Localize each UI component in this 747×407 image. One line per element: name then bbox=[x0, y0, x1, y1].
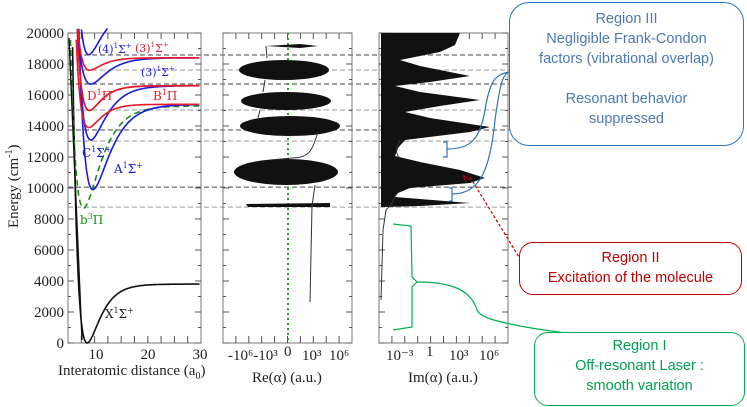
y-tick-label: 6000 bbox=[34, 243, 64, 259]
potential-curves bbox=[69, 28, 200, 344]
potential-curve bbox=[71, 47, 200, 344]
y-tick-label: 14000 bbox=[27, 119, 65, 135]
y-tick-label: 2000 bbox=[34, 305, 64, 321]
imag-polarizability-curve bbox=[380, 139, 401, 301]
region2-callout: Region II Excitation of the molecule bbox=[519, 242, 742, 295]
x-tick-label: 20 bbox=[141, 347, 156, 363]
y-tick-label: 10000 bbox=[27, 181, 65, 197]
state-label-c: C1Σ+ bbox=[82, 145, 111, 160]
re-tick-pos6: 10⁶ bbox=[329, 348, 349, 364]
potential-curve bbox=[75, 39, 200, 129]
y-tick-label: 20000 bbox=[27, 26, 65, 42]
y-tick-labels: 0 2000 4000 6000 8000 10000 12000 14000 16000 180… bbox=[27, 26, 65, 352]
x-axis-label-re: Re(α) (a.u.) bbox=[252, 370, 322, 386]
im-tick-6: 10⁶ bbox=[479, 348, 499, 364]
region2-arrowhead bbox=[462, 174, 471, 183]
region1-line1: Off-resonant Laser : bbox=[575, 358, 704, 374]
state-label-a: A1Σ+ bbox=[113, 161, 143, 176]
x-axis-label-distance: Interatomic distance (a0) bbox=[58, 363, 205, 382]
region3-line1: Negligible Frank-Condon bbox=[546, 31, 707, 47]
y-tick-label: 8000 bbox=[34, 212, 64, 228]
re-tick-negative-labels: -10⁶-10³ bbox=[228, 348, 278, 364]
state-label-4sigma: (4)1Σ+ bbox=[98, 42, 132, 56]
panel-potential-ticks bbox=[68, 32, 201, 344]
potential-curve bbox=[77, 29, 200, 71]
region2-line1: Excitation of the molecule bbox=[547, 270, 714, 286]
state-label-d: D1Π bbox=[87, 88, 112, 103]
potential-curve bbox=[80, 28, 109, 56]
region3-line3: Resonant behavior bbox=[565, 91, 688, 107]
x-tick-labels: 10 20 30 bbox=[89, 347, 208, 363]
region1-connectors bbox=[392, 223, 576, 335]
y-tick-label: 18000 bbox=[27, 57, 65, 73]
region2-pointer bbox=[469, 176, 523, 263]
region2-title: Region II bbox=[601, 250, 660, 266]
x-tick-label: 30 bbox=[193, 347, 208, 363]
state-label-b3pi: b3Π bbox=[80, 212, 103, 227]
region3-title: Region III bbox=[595, 11, 658, 27]
potential-curve bbox=[69, 39, 200, 210]
y-tick-label: 0 bbox=[57, 336, 65, 352]
potential-curve bbox=[76, 28, 200, 112]
x-tick-label: 10 bbox=[89, 347, 104, 363]
y-axis-label-energy: Energy (cm-1) bbox=[4, 145, 22, 228]
region1-line2: smooth variation bbox=[586, 378, 693, 394]
region1-callout: Region I Off-resonant Laser : smooth var… bbox=[534, 332, 745, 406]
re-tick-pos3: 10³ bbox=[302, 348, 322, 364]
region1-title: Region I bbox=[612, 338, 667, 354]
y-tick-label: 4000 bbox=[34, 274, 64, 290]
state-label-bpi: B1Π bbox=[153, 88, 177, 103]
region3-spacer bbox=[510, 69, 743, 89]
imag-resonance-bands bbox=[381, 33, 490, 207]
real-polarizability-curve bbox=[257, 45, 319, 303]
im-tick-3: 10³ bbox=[449, 348, 469, 364]
x-axis-label-im: Im(α) (a.u.) bbox=[408, 370, 478, 386]
region3-line2: factors (vibrational overlap) bbox=[539, 51, 714, 67]
re-tick-0: 0 bbox=[284, 344, 292, 360]
panel-potential-frame bbox=[67, 32, 202, 344]
state-label-x: X1Σ+ bbox=[105, 306, 134, 321]
state-label-3sigma-red: (3)1Σ+ bbox=[135, 41, 169, 55]
region3-connectors bbox=[443, 71, 510, 202]
y-tick-label: 12000 bbox=[27, 150, 65, 166]
state-label-3sigma-blue: (3)1Σ+ bbox=[141, 65, 175, 79]
region3-line4: suppressed bbox=[589, 111, 664, 127]
x-state-repulsive-wall bbox=[68, 37, 83, 341]
region3-callout: Region III Negligible Frank-Condon facto… bbox=[509, 2, 744, 146]
y-tick-label: 16000 bbox=[27, 88, 65, 104]
im-tick-1: 1 bbox=[426, 344, 434, 360]
im-tick-neg3: 10⁻³ bbox=[386, 348, 414, 364]
real-resonance-bands bbox=[234, 44, 340, 207]
